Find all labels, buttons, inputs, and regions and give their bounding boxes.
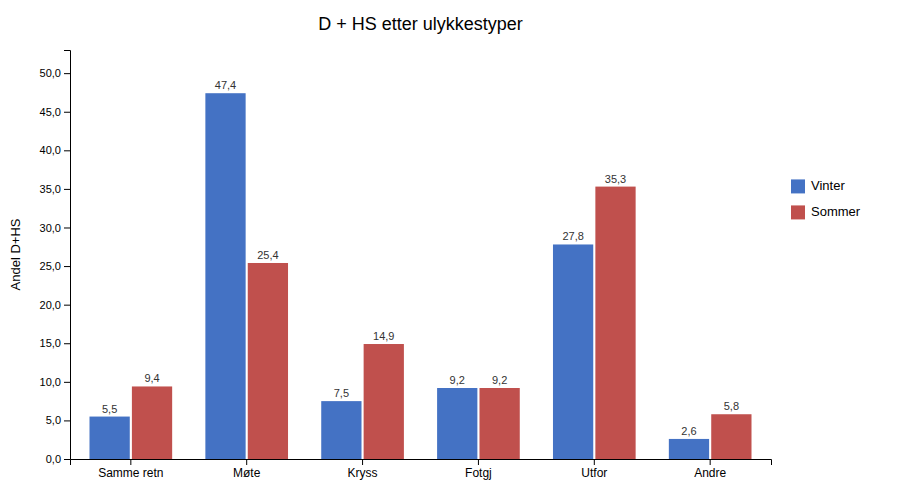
- x-tick-mark: [130, 459, 131, 465]
- x-axis: Samme retn Møte Kryss Fotgj Utfor Andre: [71, 459, 772, 480]
- bar: [479, 388, 519, 459]
- x-tick-label: Kryss: [348, 466, 378, 480]
- y-tick-mark: [64, 189, 70, 190]
- bar: [595, 187, 635, 459]
- data-label: 47,4: [215, 79, 236, 91]
- bar: [248, 263, 288, 459]
- plot: 5,5 47,4 7,5 9,2 27,8 2,6 9,4 25,4 14,9 9,2 35,3 5,…: [40, 51, 772, 480]
- data-label: 14,9: [373, 330, 394, 342]
- legend-swatch: [791, 179, 805, 193]
- y-tick-label: 5,0: [46, 414, 61, 426]
- y-axis-title: Andel D+HS: [8, 218, 23, 290]
- y-tick-label: 25,0: [40, 260, 61, 272]
- y-tick: 35,0: [40, 183, 70, 195]
- legend-label: Sommer: [811, 204, 861, 219]
- bar: [89, 417, 129, 459]
- x-tick: Møte: [233, 459, 261, 480]
- y-tick-mark: [64, 227, 70, 228]
- chart: 5,5 47,4 7,5 9,2 27,8 2,6 9,4 25,4 14,9 9,2 35,3 5,…: [0, 0, 901, 499]
- data-label: 5,5: [102, 403, 117, 415]
- legend: Vinter Sommer: [791, 178, 861, 219]
- x-tick-mark: [246, 459, 247, 465]
- bar: [364, 344, 404, 459]
- x-tick-mark: [594, 459, 595, 465]
- data-label: 9,4: [144, 372, 159, 384]
- y-tick: 25,0: [40, 260, 70, 272]
- y-tick-mark: [64, 112, 70, 113]
- data-label: 9,2: [492, 374, 507, 386]
- bars: [89, 93, 751, 459]
- x-tick: Kryss: [348, 459, 378, 480]
- y-tick-mark: [64, 150, 70, 151]
- legend-item: Sommer: [791, 204, 861, 219]
- y-tick-mark: [64, 382, 70, 383]
- y-tick: 15,0: [40, 337, 70, 349]
- y-axis: 0,0 5,0 10,0 15,0 20,0 25,0 30,0 35,0 40,0 45,0 50…: [40, 51, 71, 466]
- x-tick-label: Møte: [233, 466, 261, 480]
- x-tick: Fotgj: [465, 459, 492, 480]
- y-tick-label: 40,0: [40, 144, 61, 156]
- bar-series: [132, 187, 752, 459]
- x-axis-line: [71, 460, 772, 466]
- x-tick-mark: [710, 459, 711, 465]
- bar: [321, 401, 361, 459]
- bar: [132, 386, 172, 459]
- y-tick-mark: [64, 420, 70, 421]
- data-label: 2,6: [681, 425, 696, 437]
- y-tick: 50,0: [40, 67, 70, 79]
- x-tick-label: Andre: [694, 466, 726, 480]
- bar-series: [89, 93, 709, 459]
- title: D + HS etter ulykkestyper: [318, 14, 523, 34]
- y-tick-label: 20,0: [40, 299, 61, 311]
- data-label: 5,8: [724, 400, 739, 412]
- y-tick-mark: [64, 343, 70, 344]
- x-tick-label: Samme retn: [98, 466, 163, 480]
- data-label: 7,5: [334, 387, 349, 399]
- y-tick-label: 0,0: [46, 453, 61, 465]
- bar: [553, 244, 593, 459]
- y-tick-mark: [64, 305, 70, 306]
- x-tick: Utfor: [581, 459, 607, 480]
- y-tick-label: 10,0: [40, 376, 61, 388]
- x-tick-mark: [362, 459, 363, 465]
- legend-label: Vinter: [811, 178, 845, 193]
- x-tick-label: Fotgj: [465, 466, 492, 480]
- x-tick-mark: [478, 459, 479, 465]
- bar: [437, 388, 477, 459]
- y-tick-mark: [64, 266, 70, 267]
- data-labels: 5,5 47,4 7,5 9,2 27,8 2,6 9,4 25,4 14,9 9,2 35,3 5,…: [102, 79, 739, 437]
- bar: [205, 93, 245, 459]
- legend-item: Vinter: [791, 178, 845, 193]
- y-tick-label: 15,0: [40, 337, 61, 349]
- data-label: 35,3: [605, 173, 626, 185]
- y-tick: 0,0: [46, 453, 70, 465]
- legend-swatch: [791, 205, 805, 219]
- y-tick-label: 35,0: [40, 183, 61, 195]
- bar: [669, 439, 709, 459]
- x-tick: Andre: [694, 459, 726, 480]
- y-tick-mark: [64, 73, 70, 74]
- bar: [711, 414, 751, 459]
- y-tick-label: 50,0: [40, 67, 61, 79]
- y-tick-label: 45,0: [40, 106, 61, 118]
- y-tick: 45,0: [40, 106, 70, 118]
- y-tick: 10,0: [40, 376, 70, 388]
- y-tick: 30,0: [40, 222, 70, 234]
- data-label: 9,2: [450, 374, 465, 386]
- y-tick-mark: [64, 459, 70, 460]
- x-tick-label: Utfor: [581, 466, 607, 480]
- y-tick: 5,0: [46, 414, 70, 426]
- x-tick: Samme retn: [98, 459, 163, 480]
- y-tick: 20,0: [40, 299, 70, 311]
- data-label: 25,4: [257, 249, 278, 261]
- data-label: 27,8: [562, 230, 583, 242]
- y-tick: 40,0: [40, 144, 70, 156]
- y-tick-label: 30,0: [40, 222, 61, 234]
- y-axis-line: [64, 51, 71, 460]
